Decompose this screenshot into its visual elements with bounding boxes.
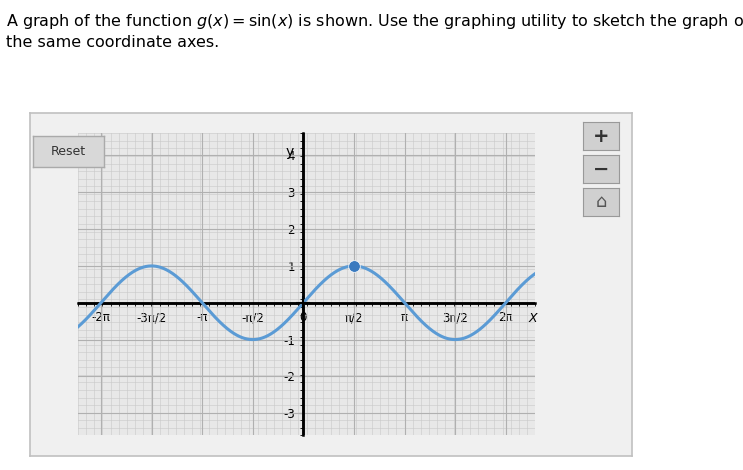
Point [348,262,360,270]
Text: X: X [529,312,537,325]
Text: −: − [593,160,609,179]
Text: A graph of the function $g(x) = \sin(x)$ is shown. Use the graphing utility to s: A graph of the function $g(x) = \sin(x)$… [6,12,743,31]
Text: Reset: Reset [51,145,86,158]
Text: +: + [593,127,609,146]
Text: ⌂: ⌂ [595,193,607,211]
Text: the same coordinate axes.: the same coordinate axes. [6,35,219,50]
Text: y: y [285,145,293,159]
